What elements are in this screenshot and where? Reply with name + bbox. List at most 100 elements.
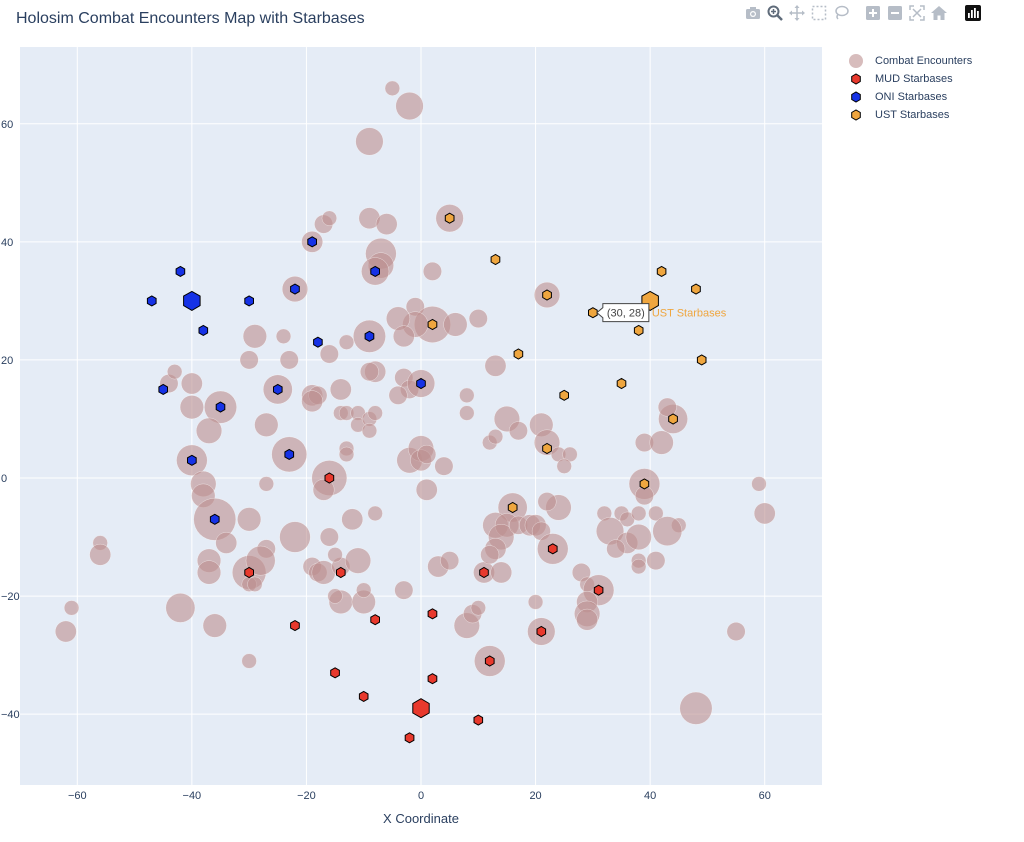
mud-starbase[interactable] bbox=[324, 472, 335, 484]
encounter-point[interactable] bbox=[631, 558, 647, 575]
box-select-icon[interactable] bbox=[810, 4, 828, 22]
encounter-point[interactable] bbox=[237, 507, 262, 532]
encounter-point[interactable] bbox=[63, 600, 80, 616]
mud-starbase[interactable] bbox=[370, 614, 380, 626]
encounter-point[interactable] bbox=[89, 543, 112, 566]
legend-item[interactable]: MUD Starbases bbox=[840, 70, 972, 88]
encounter-point[interactable] bbox=[468, 309, 488, 329]
encounter-point[interactable] bbox=[279, 350, 299, 370]
oni-starbase[interactable] bbox=[370, 265, 380, 277]
encounter-point[interactable] bbox=[327, 547, 343, 563]
encounter-point[interactable] bbox=[338, 334, 355, 350]
ust-starbase[interactable] bbox=[490, 253, 501, 266]
ust-starbase[interactable] bbox=[542, 289, 552, 301]
encounter-point[interactable] bbox=[415, 478, 438, 501]
legend-item[interactable]: ONI Starbases bbox=[840, 88, 972, 106]
encounter-point[interactable] bbox=[625, 523, 652, 551]
zoom-icon[interactable] bbox=[766, 4, 784, 22]
encounter-point[interactable] bbox=[417, 444, 437, 464]
encounter-point[interactable] bbox=[319, 527, 339, 547]
ust-starbase[interactable] bbox=[696, 354, 707, 366]
encounter-point[interactable] bbox=[215, 532, 238, 554]
encounter-point[interactable] bbox=[384, 80, 401, 96]
ust-starbase[interactable] bbox=[633, 324, 644, 336]
encounter-point[interactable] bbox=[181, 372, 203, 395]
encounter-point[interactable] bbox=[394, 580, 414, 600]
encounter-point[interactable] bbox=[440, 551, 460, 571]
encounter-point[interactable] bbox=[726, 622, 746, 641]
encounter-point[interactable] bbox=[165, 593, 196, 623]
ust-starbase[interactable] bbox=[691, 283, 701, 295]
encounter-point[interactable] bbox=[484, 354, 507, 377]
oni-starbase[interactable] bbox=[273, 383, 283, 395]
encounter-point[interactable] bbox=[338, 446, 355, 463]
legend-item[interactable]: UST Starbases bbox=[840, 106, 972, 124]
encounter-point[interactable] bbox=[254, 412, 279, 437]
encounter-point[interactable] bbox=[321, 210, 337, 226]
oni-starbase[interactable] bbox=[146, 295, 157, 307]
mud-starbase[interactable] bbox=[330, 667, 340, 679]
mud-starbase[interactable] bbox=[547, 543, 558, 555]
encounter-point[interactable] bbox=[367, 405, 383, 421]
encounter-point[interactable] bbox=[657, 397, 677, 417]
encounter-point[interactable] bbox=[319, 344, 339, 364]
oni-starbase[interactable] bbox=[215, 401, 226, 413]
oni-starbase[interactable] bbox=[175, 265, 186, 277]
encounter-point[interactable] bbox=[54, 620, 77, 643]
oni-starbase[interactable] bbox=[183, 290, 201, 311]
encounter-point[interactable] bbox=[258, 476, 274, 492]
encounter-point[interactable] bbox=[367, 505, 383, 522]
legend[interactable]: Combat Encounters MUD Starbases ONI Starba… bbox=[840, 52, 972, 124]
encounter-point[interactable] bbox=[195, 417, 223, 444]
encounter-point[interactable] bbox=[341, 508, 364, 531]
zoom-out-icon[interactable] bbox=[886, 4, 904, 22]
encounter-point[interactable] bbox=[423, 261, 442, 281]
encounter-point[interactable] bbox=[279, 521, 311, 553]
encounter-point[interactable] bbox=[239, 350, 259, 370]
encounter-point[interactable] bbox=[327, 588, 343, 604]
reset-axes-icon[interactable] bbox=[930, 4, 948, 22]
encounter-point[interactable] bbox=[275, 328, 292, 344]
encounter-point[interactable] bbox=[202, 613, 227, 638]
encounter-point[interactable] bbox=[631, 505, 647, 522]
encounter-point[interactable] bbox=[434, 456, 454, 476]
ust-starbase[interactable] bbox=[559, 389, 569, 401]
pan-icon[interactable] bbox=[788, 4, 806, 22]
mud-starbase[interactable] bbox=[427, 608, 438, 620]
encounter-point[interactable] bbox=[301, 390, 324, 413]
mud-starbase[interactable] bbox=[244, 566, 254, 579]
encounter-point[interactable] bbox=[459, 405, 475, 421]
encounter-point[interactable] bbox=[652, 516, 683, 546]
oni-starbase[interactable] bbox=[284, 448, 295, 460]
encounter-point[interactable] bbox=[556, 458, 572, 474]
encounter-point[interactable] bbox=[537, 492, 557, 512]
encounter-point[interactable] bbox=[375, 213, 398, 235]
encounter-point[interactable] bbox=[480, 545, 500, 565]
oni-starbase[interactable] bbox=[158, 383, 168, 395]
mud-starbase[interactable] bbox=[358, 690, 369, 702]
encounter-point[interactable] bbox=[196, 560, 222, 585]
encounter-point[interactable] bbox=[245, 545, 276, 576]
ust-starbase[interactable] bbox=[668, 413, 678, 425]
oni-starbase[interactable] bbox=[307, 236, 317, 248]
ust-starbase[interactable] bbox=[444, 212, 455, 224]
encounter-point[interactable] bbox=[470, 600, 486, 616]
autoscale-icon[interactable] bbox=[908, 4, 926, 22]
ust-starbase[interactable] bbox=[616, 377, 627, 390]
oni-starbase[interactable] bbox=[244, 295, 254, 307]
encounter-point[interactable] bbox=[508, 421, 528, 441]
encounter-point[interactable] bbox=[361, 423, 378, 439]
encounter-point[interactable] bbox=[646, 551, 666, 571]
mud-starbase[interactable] bbox=[290, 620, 300, 632]
mud-starbase[interactable] bbox=[336, 566, 346, 579]
ust-starbase[interactable] bbox=[513, 348, 524, 360]
mud-starbase[interactable] bbox=[484, 655, 495, 667]
encounter-point[interactable] bbox=[179, 395, 204, 420]
mud-starbase[interactable] bbox=[593, 584, 604, 596]
encounter-point[interactable] bbox=[753, 502, 776, 525]
encounter-point[interactable] bbox=[490, 561, 513, 584]
encounter-point[interactable] bbox=[395, 91, 424, 121]
encounter-point[interactable] bbox=[242, 324, 267, 349]
encounter-point[interactable] bbox=[649, 430, 674, 455]
